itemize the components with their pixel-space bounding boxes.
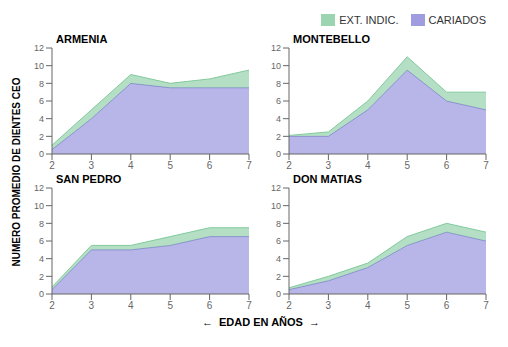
html-text:ARMENIA: ARMENIA	[56, 33, 108, 45]
svg-text:12: 12	[34, 183, 44, 193]
svg-text:7: 7	[483, 300, 489, 311]
svg-text:12: 12	[271, 43, 281, 53]
svg-text:3: 3	[326, 300, 332, 311]
svg-text:7: 7	[483, 160, 489, 171]
svg-text:6: 6	[39, 96, 44, 106]
svg-text:4: 4	[128, 300, 134, 311]
html-text:MONTEBELLO: MONTEBELLO	[293, 33, 370, 45]
svg-text:6: 6	[276, 96, 281, 106]
svg-text:2: 2	[276, 132, 281, 142]
svg-text:0: 0	[276, 149, 281, 159]
svg-text:8: 8	[276, 79, 281, 89]
svg-text:0: 0	[39, 149, 44, 159]
svg-text:4: 4	[128, 160, 134, 171]
svg-text:6: 6	[39, 236, 44, 246]
svg-text:6: 6	[444, 160, 450, 171]
svg-text:2: 2	[286, 160, 292, 171]
svg-text:2: 2	[39, 132, 44, 142]
svg-text:2: 2	[276, 272, 281, 282]
html-text:SAN PEDRO: SAN PEDRO	[56, 173, 122, 185]
svg-text:8: 8	[276, 219, 281, 229]
svg-text:4: 4	[365, 300, 371, 311]
svg-text:5: 5	[404, 300, 410, 311]
svg-text:6: 6	[207, 160, 213, 171]
html-text:CARIADOS: CARIADOS	[428, 14, 486, 26]
svg-text:0: 0	[39, 289, 44, 299]
svg-text:3: 3	[326, 160, 332, 171]
svg-text:4: 4	[365, 160, 371, 171]
svg-text:3: 3	[89, 300, 95, 311]
svg-text:10: 10	[34, 61, 44, 71]
svg-text:2: 2	[39, 272, 44, 282]
svg-text:6: 6	[444, 300, 450, 311]
svg-text:4: 4	[39, 114, 44, 124]
svg-text:5: 5	[167, 300, 173, 311]
svg-text:12: 12	[271, 183, 281, 193]
svg-text:8: 8	[39, 79, 44, 89]
html-text:DON MATIAS: DON MATIAS	[293, 173, 362, 185]
svg-text:2: 2	[49, 300, 55, 311]
svg-text:0: 0	[276, 289, 281, 299]
svg-text:7: 7	[246, 300, 252, 311]
svg-text:8: 8	[39, 219, 44, 229]
svg-text:5: 5	[404, 160, 410, 171]
svg-text:10: 10	[271, 201, 281, 211]
svg-text:6: 6	[276, 236, 281, 246]
html-text:NUMERO PROMEDIO DE DIENTES CEO: NUMERO PROMEDIO DE DIENTES CEO	[10, 77, 22, 267]
html-text:← EDAD EN AÑOS →: ← EDAD EN AÑOS →	[201, 316, 321, 328]
svg-text:4: 4	[276, 114, 281, 124]
svg-text:3: 3	[89, 160, 95, 171]
svg-text:4: 4	[276, 254, 281, 264]
svg-text:10: 10	[271, 61, 281, 71]
svg-text:12: 12	[34, 43, 44, 53]
svg-text:7: 7	[246, 160, 252, 171]
svg-text:2: 2	[286, 300, 292, 311]
svg-text:5: 5	[167, 160, 173, 171]
svg-text:10: 10	[34, 201, 44, 211]
svg-text:4: 4	[39, 254, 44, 264]
html-text:EXT. INDIC.: EXT. INDIC.	[339, 14, 399, 26]
svg-text:6: 6	[207, 300, 213, 311]
svg-text:2: 2	[49, 160, 55, 171]
